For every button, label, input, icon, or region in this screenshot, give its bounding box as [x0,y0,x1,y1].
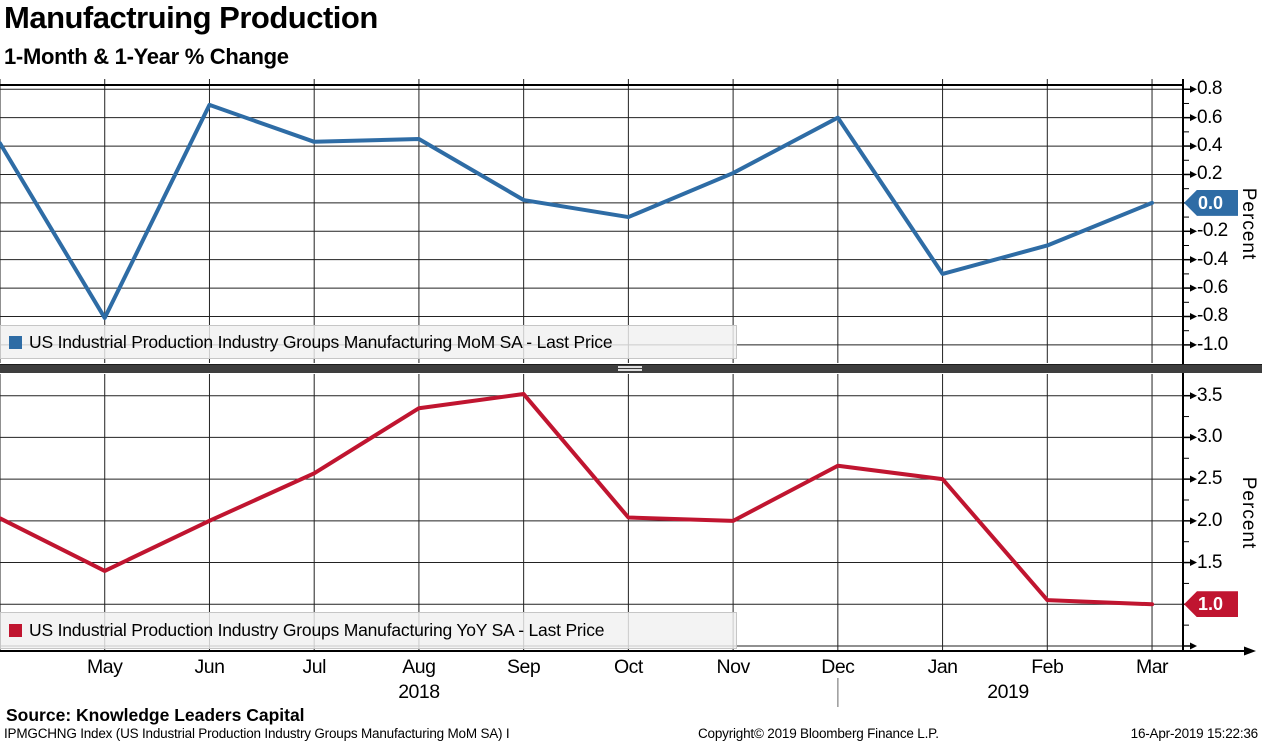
yoy-legend-label: US Industrial Production Industry Groups… [29,620,605,640]
y-tick-label: 1.5 [1197,551,1222,573]
mom-series-swatch-icon [9,335,22,349]
y-tick-arrow-icon [1190,114,1197,122]
x-tick-label: Oct [613,656,643,678]
y-tick-arrow-icon [1190,559,1197,567]
y-tick-label: 2.5 [1197,468,1222,490]
yoy-series-swatch-icon [9,624,22,637]
mom-y-axis-title: Percent [1238,187,1259,261]
chart-title: Manufactruing Production [4,0,378,35]
x-tick-label: Dec [821,656,855,678]
yoy-last-price-badge: 1.0 [1184,591,1238,618]
x-tick-label: May [87,656,123,678]
y-tick-label: 2.0 [1197,509,1222,531]
mom-last-price-badge: 0.0 [1184,189,1238,216]
x-year-label: 2019 [987,681,1029,703]
x-tick-label: Jan [927,656,958,678]
y-tick-arrow-icon [1190,312,1197,320]
yoy-series-line [0,392,1155,607]
y-tick-label: 0.4 [1197,135,1222,157]
mom-plot-area[interactable] [0,85,1183,363]
x-year-label: 2018 [398,681,440,703]
x-tick-label: Jul [302,656,326,678]
y-tick-label: -0.2 [1197,220,1228,242]
x-tick-label: Jun [194,656,225,678]
y-tick-arrow-icon [1190,142,1197,150]
y-tick-arrow-icon [1190,256,1197,264]
source-label: Source: Knowledge Leaders Capital [6,705,305,725]
x-tick-label: Sep [507,656,541,678]
y-tick-label: 0.2 [1197,163,1222,185]
y-tick-label: 3.5 [1197,384,1222,406]
y-tick-arrow-icon [1190,284,1197,292]
panel-divider [0,364,1262,373]
yoy-plot-area[interactable] [0,374,1183,651]
y-tick-label: -1.0 [1197,333,1228,355]
y-tick-arrow-icon [1190,517,1197,525]
x-tick-label: Aug [402,656,436,678]
y-tick-arrow-icon [1190,392,1197,400]
x-axis-arrow-icon [1244,646,1256,656]
y-tick-arrow-icon [1190,642,1197,650]
copyright-notice: Copyright© 2019 Bloomberg Finance L.P. [698,726,939,741]
divider-grip-handle[interactable] [618,366,642,371]
y-tick-label: -0.4 [1197,248,1228,270]
y-tick-label: 3.0 [1197,426,1222,448]
mom-legend-label: US Industrial Production Industry Groups… [29,331,613,352]
y-tick-arrow-icon [1190,475,1197,483]
x-tick-label: Mar [1135,656,1169,678]
ticker-description: IPMGCHNG Index (US Industrial Production… [4,726,510,741]
y-tick-label: -0.8 [1197,305,1228,327]
y-tick-arrow-icon [1190,227,1197,235]
y-tick-arrow-icon [1190,433,1197,441]
y-tick-label: 0.8 [1197,78,1222,100]
mom-series-line [0,102,1155,320]
timestamp: 16-Apr-2019 15:22:36 [1130,726,1259,741]
y-tick-label: -0.6 [1197,277,1228,299]
x-tick-label: Nov [716,656,751,678]
x-tick-label: Feb [1031,656,1064,678]
mom-legend[interactable]: US Industrial Production Industry Groups… [0,325,737,359]
chart-subtitle: 1-Month & 1-Year % Change [4,44,289,69]
yoy-y-axis-title: Percent [1238,476,1259,549]
y-tick-arrow-icon [1190,85,1197,93]
y-tick-arrow-icon [1190,170,1197,178]
yoy-legend[interactable]: US Industrial Production Industry Groups… [0,612,737,649]
y-tick-arrow-icon [1190,341,1197,349]
y-tick-label: 0.6 [1197,106,1222,128]
